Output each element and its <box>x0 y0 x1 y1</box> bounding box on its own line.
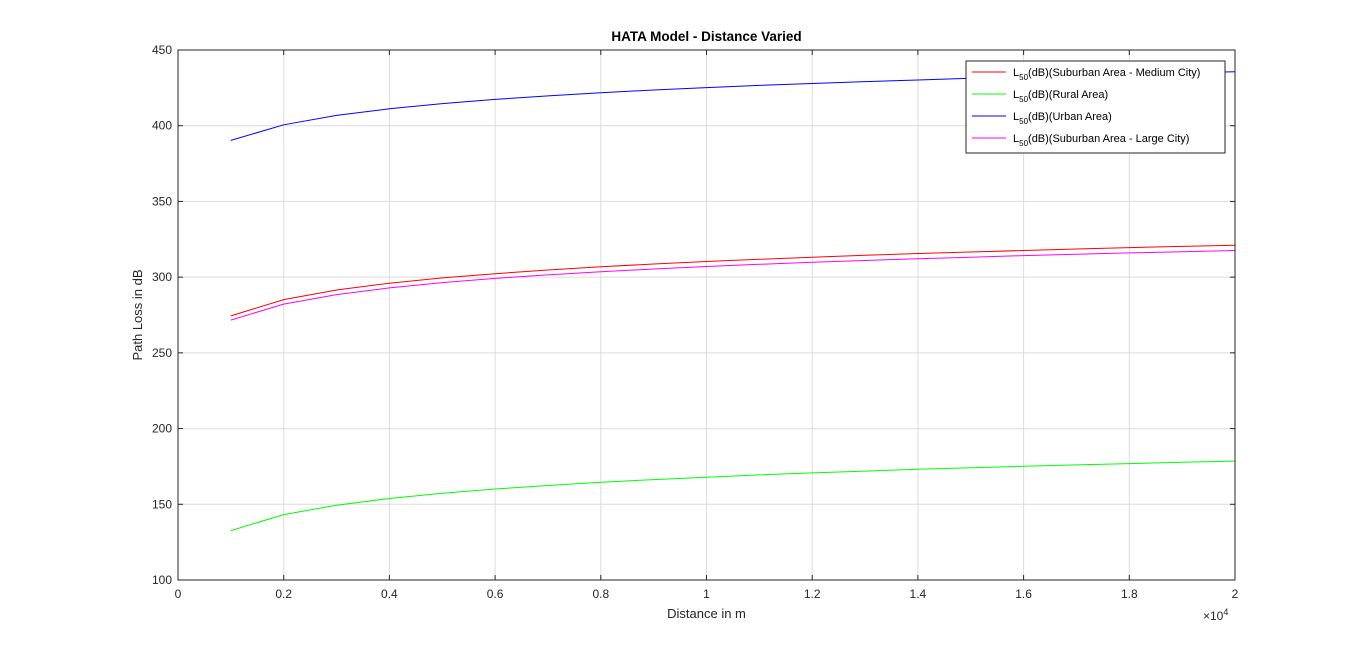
y-axis-label: Path Loss in dB <box>130 269 145 360</box>
y-tick-label: 200 <box>152 422 172 436</box>
x-tick-label: 0.6 <box>487 587 504 601</box>
x-axis-label: Distance in m <box>667 606 746 621</box>
legend[interactable]: L50(dB)(Suburban Area - Medium City) L50(… <box>965 60 1226 154</box>
legend-box <box>965 60 1226 154</box>
x-tick-label: 0 <box>175 587 182 601</box>
x-tick-label: 1.6 <box>1015 587 1032 601</box>
x-tick-label: 2 <box>1232 587 1239 601</box>
x-tick-label: 0.4 <box>381 587 398 601</box>
x-axis-exponent: ×104 <box>1203 607 1228 623</box>
y-tick-label: 400 <box>152 119 172 133</box>
series-line-2 <box>230 460 1236 532</box>
x-exponent-power: 4 <box>1223 607 1228 617</box>
y-tick-label: 350 <box>152 194 172 208</box>
x-tick-label: 1.2 <box>804 587 821 601</box>
y-tick-label: 100 <box>152 573 172 587</box>
y-tick-label: 300 <box>152 270 172 284</box>
series-layer <box>230 71 1236 532</box>
x-exponent-base: ×10 <box>1203 609 1224 623</box>
legend-label: L50(dB)(Suburban Area - Medium City) <box>1013 67 1200 82</box>
legend-label: L50(dB)(Rural Area) <box>1013 89 1108 104</box>
series-line-4 <box>230 250 1236 321</box>
x-tick-label: 0.8 <box>592 587 609 601</box>
x-tick-label: 1.8 <box>1121 587 1138 601</box>
y-tick-label: 250 <box>152 346 172 360</box>
legend-label: L50(dB)(Urban Area) <box>1013 111 1112 126</box>
x-tick-label: 0.2 <box>275 587 292 601</box>
ticks: 0 0.2 0.4 0.6 0.8 1 1.2 1.4 1.6 1.8 2 100 150 200 250 3… <box>152 43 1239 601</box>
y-tick-label: 150 <box>152 497 172 511</box>
chart-title: HATA Model - Distance Varied <box>611 29 801 44</box>
x-tick-label: 1.4 <box>910 587 927 601</box>
x-tick-label: 1 <box>703 587 710 601</box>
legend-label: L50(dB)(Suburban Area - Large City) <box>1013 133 1189 148</box>
series-line-1 <box>230 244 1236 317</box>
y-tick-label: 450 <box>152 43 172 57</box>
